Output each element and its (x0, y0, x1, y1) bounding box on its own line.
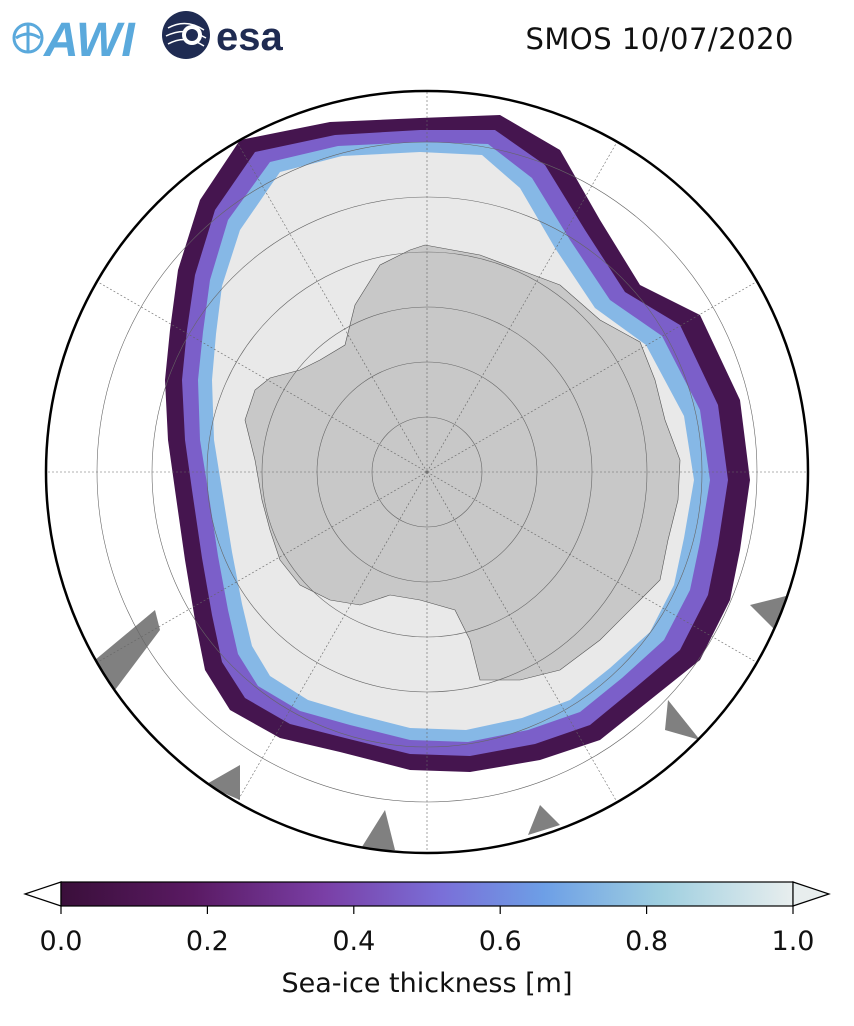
colorbar-ticks: 0.0 0.2 0.4 0.6 0.8 1.0 (40, 906, 815, 957)
land-patch (360, 810, 395, 850)
esa-globe-icon (162, 11, 210, 59)
map-border (44, 89, 810, 855)
colorbar-tick-label: 0.0 (40, 926, 83, 957)
colorbar-gradient (60, 881, 794, 907)
awi-logo: AWI (12, 14, 136, 62)
colorbar-extend-high (792, 881, 831, 907)
antarctica-landmass (244, 244, 681, 681)
colorbar-label: Sea-ice thickness [m] (281, 968, 572, 999)
colorbar-tick-label: 0.6 (479, 926, 522, 957)
sea-ice-map (44, 89, 810, 855)
colorbar-tick-label: 0.4 (332, 926, 375, 957)
land-patch (750, 595, 790, 630)
land-patch (205, 765, 240, 800)
awi-logo-text: AWI (43, 14, 136, 62)
colorbar-tick-label: 0.2 (186, 926, 229, 957)
colorbar-extend-low (23, 881, 62, 907)
meridians (46, 91, 808, 853)
esa-logo-text: esa (216, 15, 283, 59)
esa-logo: esa (162, 11, 283, 59)
land-patch (665, 700, 700, 740)
land-patch (528, 805, 560, 835)
colorbar-tick-label: 1.0 (772, 926, 815, 957)
colorbar-tick-label: 0.8 (625, 926, 668, 957)
colorbar: 0.0 0.2 0.4 0.6 0.8 1.0 Sea-ice thickness [m] (23, 881, 831, 999)
map-title: SMOS 10/07/2020 (525, 22, 794, 56)
land-patch (95, 610, 160, 690)
awi-globe-icon (12, 22, 44, 54)
